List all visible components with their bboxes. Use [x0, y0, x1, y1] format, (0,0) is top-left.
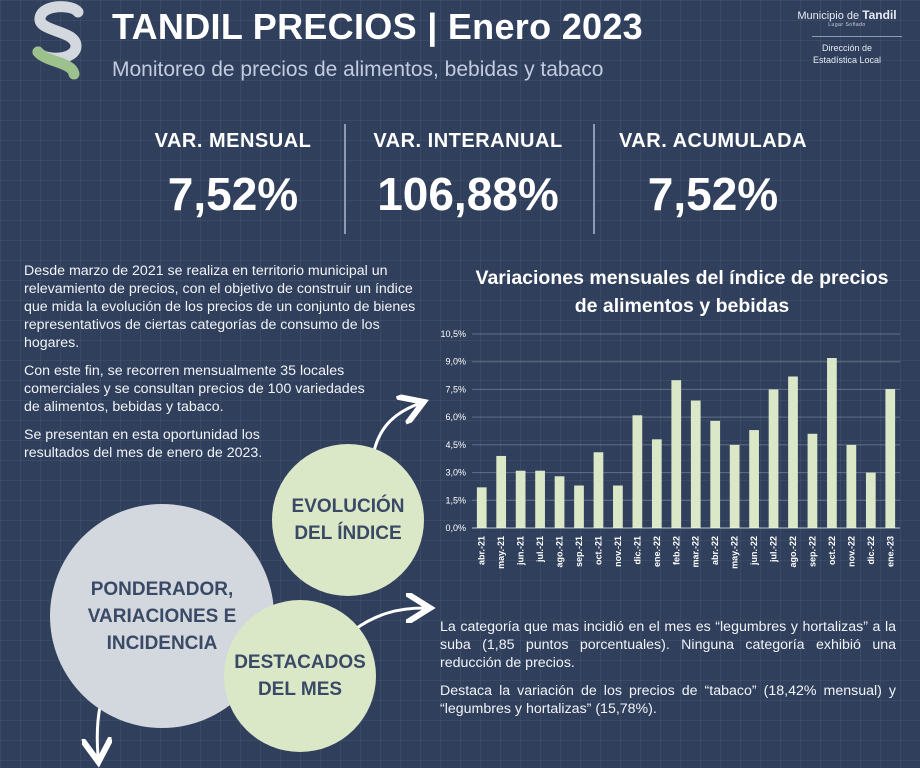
chart-bar	[613, 485, 623, 528]
kpi-value: 106,88%	[377, 168, 559, 220]
chart-bar	[651, 439, 662, 528]
chart-title: Variaciones mensuales del índice de prec…	[475, 267, 889, 317]
ponderador-section-button[interactable]: PONDERADOR, VARIACIONES E INCIDENCIA	[50, 504, 274, 728]
kpi-label: VAR. ACUMULADA	[618, 130, 808, 152]
chart-bar	[632, 415, 643, 528]
x-tick-label: jul.-22	[769, 536, 779, 563]
chart-bar	[788, 376, 798, 528]
kpi-divider	[593, 124, 595, 234]
chart-bar	[671, 380, 682, 528]
intro-paragraph: Desde marzo de 2021 se realiza en territ…	[24, 263, 416, 351]
intro-text: Desde marzo de 2021 se realiza en territ…	[24, 262, 424, 472]
kpi-var-interanual: VAR. INTERANUAL 106,88%	[343, 130, 593, 221]
municipality-divider	[812, 36, 902, 37]
destacados-text: La categoría que mas incidió en el mes e…	[440, 618, 896, 728]
y-tick-label: 3,0%	[445, 468, 466, 478]
x-tick-label: dic.-22	[866, 536, 876, 565]
page-title: TANDIL PRECIOS | Enero 2023	[112, 6, 643, 47]
kpi-label: VAR. INTERANUAL	[373, 130, 563, 152]
monthly-variation-chart: 0,0% 1,5% 3,0% 4,5% 6,0% 7,5% 9,0% 10,5% abr.-21…	[440, 329, 900, 569]
kpi-divider	[344, 124, 346, 234]
x-tick-label: may.-22	[730, 536, 740, 569]
municipality-tagline: Lugar Soñado	[828, 22, 866, 28]
evolucion-section-button[interactable]: EVOLUCIÓN DEL ÍNDICE	[272, 444, 424, 596]
chart-bar	[574, 485, 584, 528]
chart-bar	[476, 487, 487, 528]
kpi-var-mensual: VAR. MENSUAL 7,52%	[108, 130, 358, 221]
x-tick-label: sep.-21	[574, 536, 584, 567]
y-tick-label: 6,0%	[445, 412, 466, 422]
page-subtitle: Monitoreo de precios de alimentos, bebid…	[112, 58, 604, 81]
municipality-brand: Municipio de Tandil Lugar Soñado Direcci…	[792, 8, 902, 66]
chart-bar	[807, 433, 818, 528]
y-tick-label: 10,5%	[440, 329, 466, 339]
chart-bar	[846, 444, 857, 528]
x-tick-label: mar.-22	[691, 536, 701, 568]
x-tick-label: ene.-23	[885, 536, 895, 567]
chart-bar	[710, 420, 721, 528]
y-tick-label: 9,0%	[445, 357, 466, 367]
kpi-value: 7,52%	[167, 168, 299, 220]
chart-bar	[885, 389, 896, 528]
chart-bar	[827, 358, 837, 528]
department-name: Dirección de Estadística Local	[812, 43, 882, 66]
destacados-section-button[interactable]: DESTACADOS DEL MES	[224, 600, 376, 752]
kpi-label: VAR. MENSUAL	[154, 130, 312, 152]
y-tick-label: 1,5%	[445, 495, 466, 505]
chart-bar	[496, 455, 507, 528]
x-tick-label: sep.-22	[807, 536, 817, 567]
x-tick-label: oct.-21	[593, 536, 603, 565]
y-tick-label: 4,5%	[445, 440, 466, 450]
x-tick-label: jun.-21	[516, 536, 526, 566]
x-tick-label: nov.-21	[613, 536, 623, 567]
destacados-paragraph: La categoría que mas incidió en el mes e…	[440, 619, 896, 671]
chart-bar	[729, 444, 740, 528]
x-tick-label: ago.-22	[788, 536, 798, 568]
chart-bar	[749, 430, 759, 528]
x-tick-label: abr.-21	[477, 536, 487, 565]
chart-bar	[535, 470, 545, 528]
x-tick-label: ene.-22	[652, 536, 662, 567]
intro-paragraph: Se presentan en esta oportunidad los res…	[24, 427, 263, 461]
x-tick-label: jul.-21	[535, 536, 545, 563]
x-tick-label: jun.-22	[749, 536, 759, 566]
chart-bar	[690, 400, 701, 528]
x-tick-label: nov.-22	[846, 536, 856, 567]
tandil-precios-logo	[32, 1, 84, 80]
x-tick-label: dic.-21	[632, 536, 642, 565]
x-tick-label: ago.-21	[555, 536, 565, 568]
intro-paragraph: Con este fin, se recorren mensualmente 3…	[24, 363, 365, 415]
chart-bar	[554, 476, 565, 528]
chart-bar	[865, 472, 876, 528]
x-tick-label: oct.-22	[827, 536, 837, 565]
municipality-name: Municipio de Tandil	[797, 8, 897, 22]
destacados-paragraph: Destaca la variación de los precios de “…	[440, 683, 896, 717]
chart-bar	[515, 470, 526, 528]
y-tick-label: 0,0%	[445, 523, 466, 533]
x-tick-label: feb.-22	[671, 536, 681, 565]
kpi-var-acumulada: VAR. ACUMULADA 7,52%	[588, 130, 838, 221]
y-tick-label: 7,5%	[445, 384, 466, 394]
kpi-value: 7,52%	[647, 168, 779, 220]
x-tick-label: may.-21	[496, 536, 506, 569]
chart-bar	[768, 389, 779, 528]
x-tick-label: abr.-22	[710, 536, 720, 565]
chart-bar	[593, 452, 604, 528]
